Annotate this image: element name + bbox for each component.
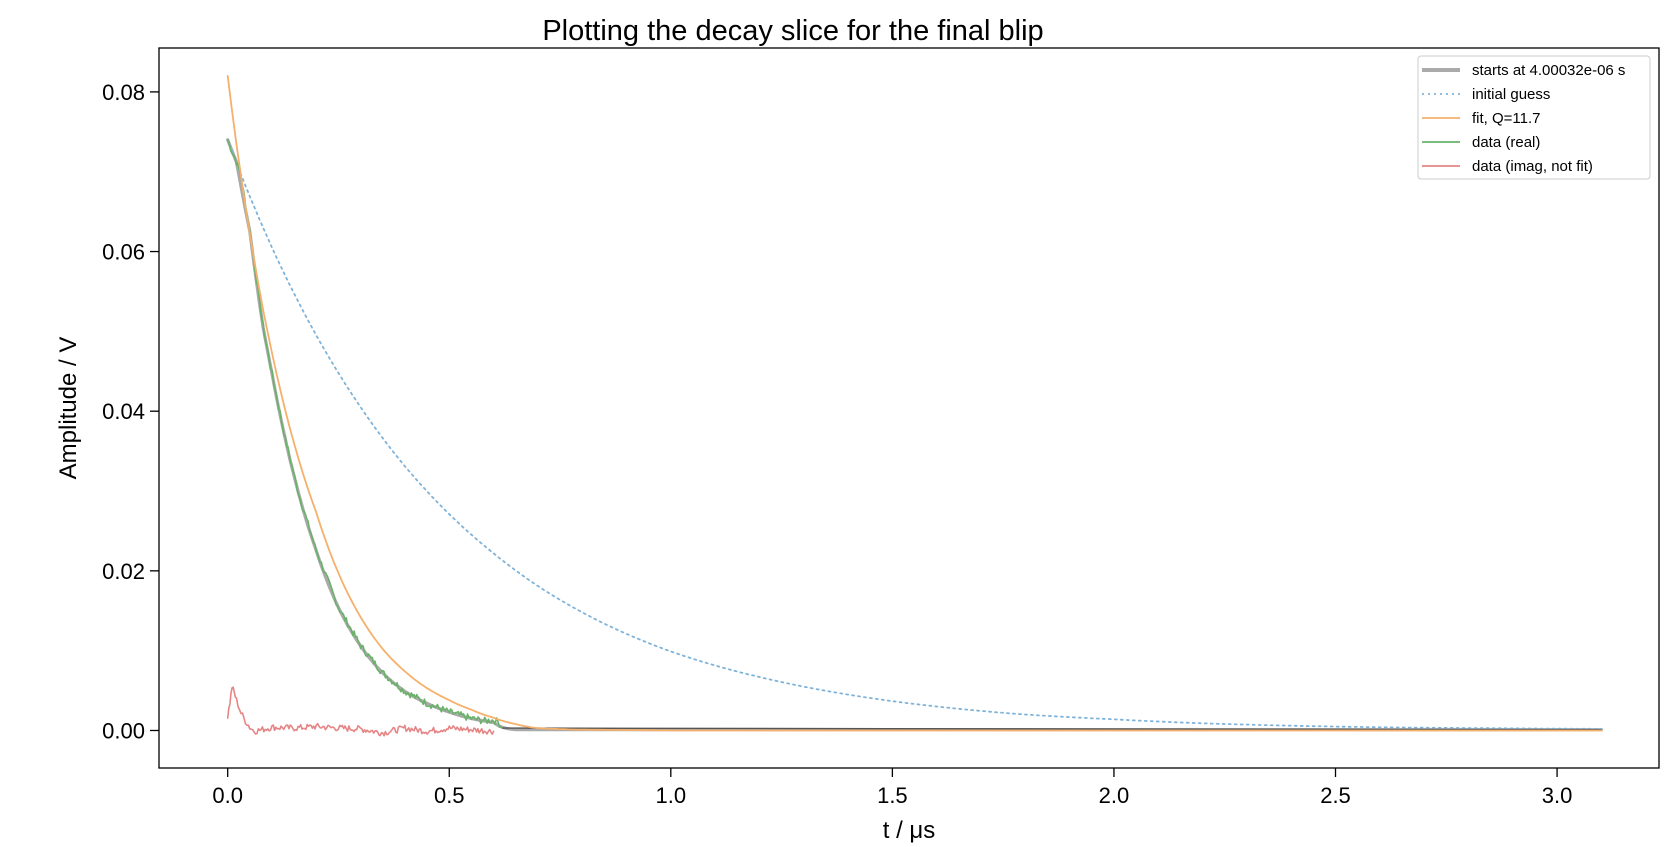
series-line-1 <box>226 138 1603 730</box>
x-tick-label: 0.0 <box>212 783 243 808</box>
y-tick-label: 0.06 <box>102 240 145 265</box>
legend-entry: data (imag, not fit) <box>1472 158 1593 175</box>
y-tick-label: 0.00 <box>102 718 145 743</box>
legend-entry: fit, Q=11.7 <box>1472 110 1541 127</box>
x-axis: 0.0 0.5 1.0 1.5 2.0 2.5 3.0 <box>212 768 1572 808</box>
legend-entry: data (real) <box>1472 134 1540 151</box>
legend-box <box>1417 55 1651 180</box>
series-line-3 <box>226 139 504 729</box>
y-tick-label: 0.08 <box>102 80 145 105</box>
legend: starts at 4.00032e-06 s initial guess fit,… <box>1417 55 1651 180</box>
legend-entry: starts at 4.00032e-06 s <box>1472 62 1625 79</box>
x-tick-label: 1.5 <box>877 783 908 808</box>
plot-area <box>158 47 1660 769</box>
legend-entry: initial guess <box>1472 86 1550 103</box>
y-tick-label: 0.02 <box>102 559 145 584</box>
y-axis: 0.00 0.02 0.04 0.06 0.08 <box>102 80 159 743</box>
series-line-2 <box>226 75 1603 732</box>
x-tick-label: 1.0 <box>656 783 687 808</box>
series-line-0 <box>226 138 1604 732</box>
series-tail-real <box>502 727 1602 731</box>
series-layer <box>226 75 1604 737</box>
y-axis-label: Amplitude / V <box>55 337 82 480</box>
x-tick-label: 2.0 <box>1099 783 1130 808</box>
series-line-4 <box>226 686 495 737</box>
x-tick-label: 3.0 <box>1542 783 1573 808</box>
y-tick-label: 0.04 <box>102 399 145 424</box>
x-tick-label: 0.5 <box>434 783 465 808</box>
x-tick-label: 2.5 <box>1320 783 1351 808</box>
chart-title: Plotting the decay slice for the final b… <box>542 15 1043 47</box>
x-axis-label: t / μs <box>883 817 936 844</box>
